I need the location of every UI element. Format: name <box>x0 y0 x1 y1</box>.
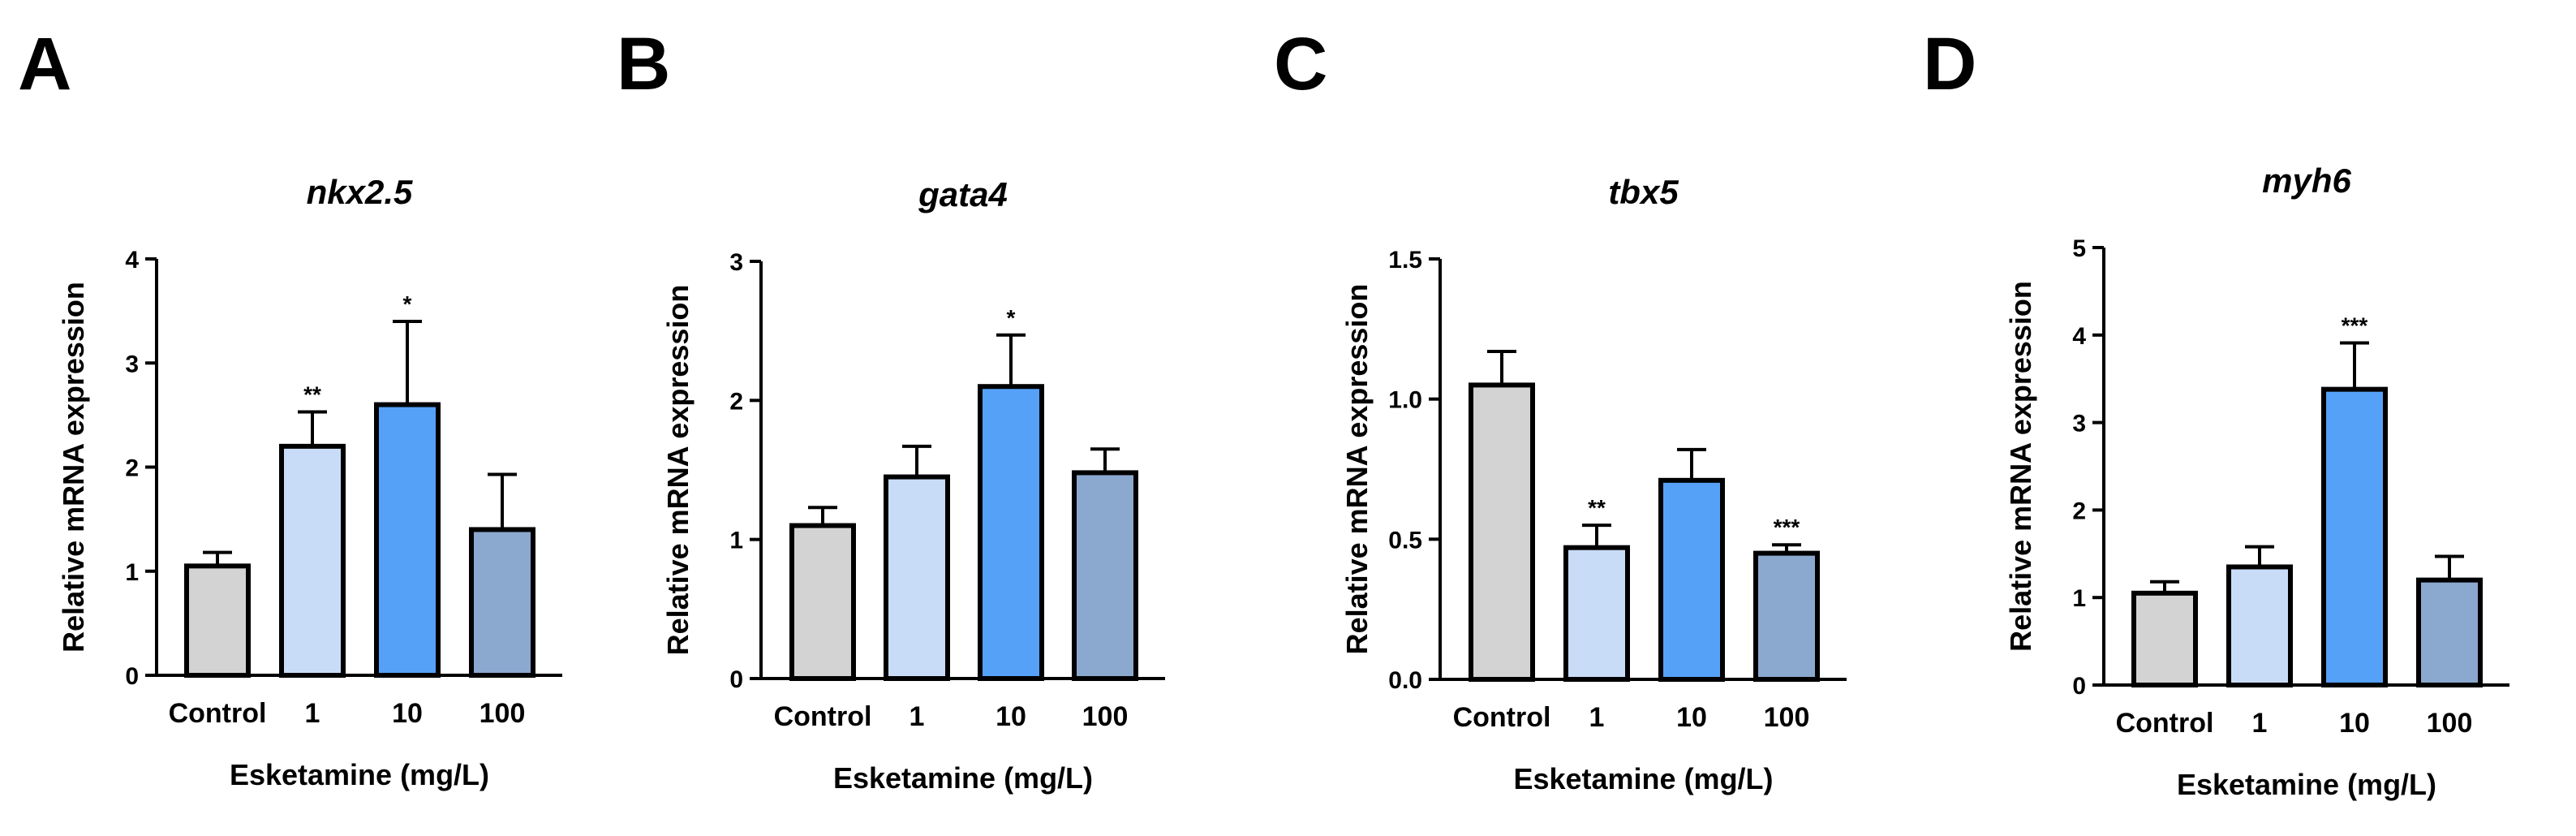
panel-c-title: tbx5 <box>1608 173 1679 211</box>
panel-b-x-tick-label: 100 <box>1082 701 1129 732</box>
panel-b-x-axis-label: Esketamine (mg/L) <box>833 761 1093 795</box>
panel-c-significance: *** <box>1774 515 1800 540</box>
panel-a-x-tick-label: 100 <box>480 698 526 729</box>
panel-b-title: gata4 <box>918 175 1008 213</box>
panel-a-y-tick-label: 2 <box>125 455 139 482</box>
panel-a-x-tick-label: 1 <box>305 698 320 729</box>
panel-c-bar-100 <box>1753 550 1820 682</box>
panel-c-significance: ** <box>1588 495 1606 520</box>
panel-a-y-tick-label: 4 <box>125 247 139 274</box>
panel-c-x-tick-label: 100 <box>1764 702 1810 733</box>
panel-a-y-tick-label: 3 <box>125 351 139 377</box>
panel-b-y-tick-label: 2 <box>729 388 743 415</box>
panel-a-bar-10 <box>374 402 441 678</box>
panel-d-y-tick-label: 1 <box>2072 585 2086 612</box>
panel-b-y-tick-label: 1 <box>729 528 743 554</box>
panel-b-letter: B <box>617 23 670 106</box>
panel-c-bar-1 <box>1563 545 1630 683</box>
panel-d-significance: *** <box>2342 313 2368 338</box>
panel-b-x-tick-label: Control <box>774 701 872 732</box>
panel-b-bar-control <box>789 523 856 681</box>
panel-c-y-axis-label: Relative mRNA expression <box>1340 284 1374 655</box>
panel-b-bar-10 <box>978 384 1044 681</box>
panel-b-significance: * <box>1007 305 1016 330</box>
panel-c-letter: C <box>1274 23 1327 106</box>
panel-d-bar-10 <box>2321 386 2388 687</box>
panel-a-significance: ** <box>303 382 321 407</box>
panel-a-y-axis-label: Relative mRNA expression <box>57 282 90 653</box>
panel-d-bar-1 <box>2226 564 2293 687</box>
panel-a-x-axis-label: Esketamine (mg/L) <box>230 758 489 791</box>
panel-a-bar-control <box>184 563 251 679</box>
panel-c-x-axis-label: Esketamine (mg/L) <box>1513 762 1773 795</box>
panel-d-x-tick-label: 10 <box>2339 708 2370 739</box>
panel-a-x-tick-label: 10 <box>392 698 423 729</box>
panel-b-bar-100 <box>1072 470 1138 682</box>
panel-d-x-tick-label: 1 <box>2252 708 2268 739</box>
panel-c-x-tick-label: 1 <box>1589 702 1605 733</box>
panel-a-significance: * <box>403 291 412 317</box>
panel-b-bar-1 <box>884 474 950 681</box>
panel-a-y-tick-label: 0 <box>125 663 139 690</box>
panel-a-letter: A <box>18 23 71 106</box>
panel-d-y-tick-label: 2 <box>2072 498 2086 524</box>
panel-d-bar-100 <box>2416 577 2483 688</box>
panel-d-y-tick-label: 5 <box>2072 235 2086 262</box>
panel-d-x-axis-label: Esketamine (mg/L) <box>2177 768 2436 801</box>
panel-b-y-axis-label: Relative mRNA expression <box>661 285 695 656</box>
panel-b-y-tick-label: 3 <box>729 249 743 276</box>
panel-c-bar-10 <box>1658 477 1725 683</box>
panel-c-y-tick-label: 1.0 <box>1388 387 1422 414</box>
panel-a-y-tick-label: 1 <box>125 559 139 586</box>
panel-d-y-tick-label: 0 <box>2072 673 2086 700</box>
panel-c-bar-control <box>1469 382 1535 682</box>
panel-c-y-tick-label: 1.5 <box>1388 247 1422 274</box>
panel-b-x-tick-label: 10 <box>996 701 1026 732</box>
panel-d-y-tick-label: 4 <box>2072 323 2086 350</box>
panel-d-x-tick-label: 100 <box>2427 708 2473 739</box>
panel-b-x-tick-label: 1 <box>910 701 925 732</box>
panel-c-y-tick-label: 0.5 <box>1388 527 1422 554</box>
panel-c-x-tick-label: Control <box>1453 702 1551 733</box>
panel-d-bar-control <box>2131 590 2198 687</box>
panel-d-letter: D <box>1923 23 1976 106</box>
panel-a-bar-1 <box>279 443 346 678</box>
panel-c-x-tick-label: 10 <box>1676 702 1707 733</box>
panel-a-title: nkx2.5 <box>307 173 413 211</box>
panel-b-y-tick-label: 0 <box>729 666 743 693</box>
panel-a-bar-100 <box>469 527 535 679</box>
panel-c-y-tick-label: 0.0 <box>1388 667 1422 694</box>
panel-d-x-tick-label: Control <box>2116 708 2214 739</box>
panel-d-title: myh6 <box>2262 162 2351 200</box>
panel-d-y-axis-label: Relative mRNA expression <box>2004 281 2037 652</box>
panel-d-y-tick-label: 3 <box>2072 411 2086 437</box>
panel-a-x-tick-label: Control <box>169 698 267 729</box>
